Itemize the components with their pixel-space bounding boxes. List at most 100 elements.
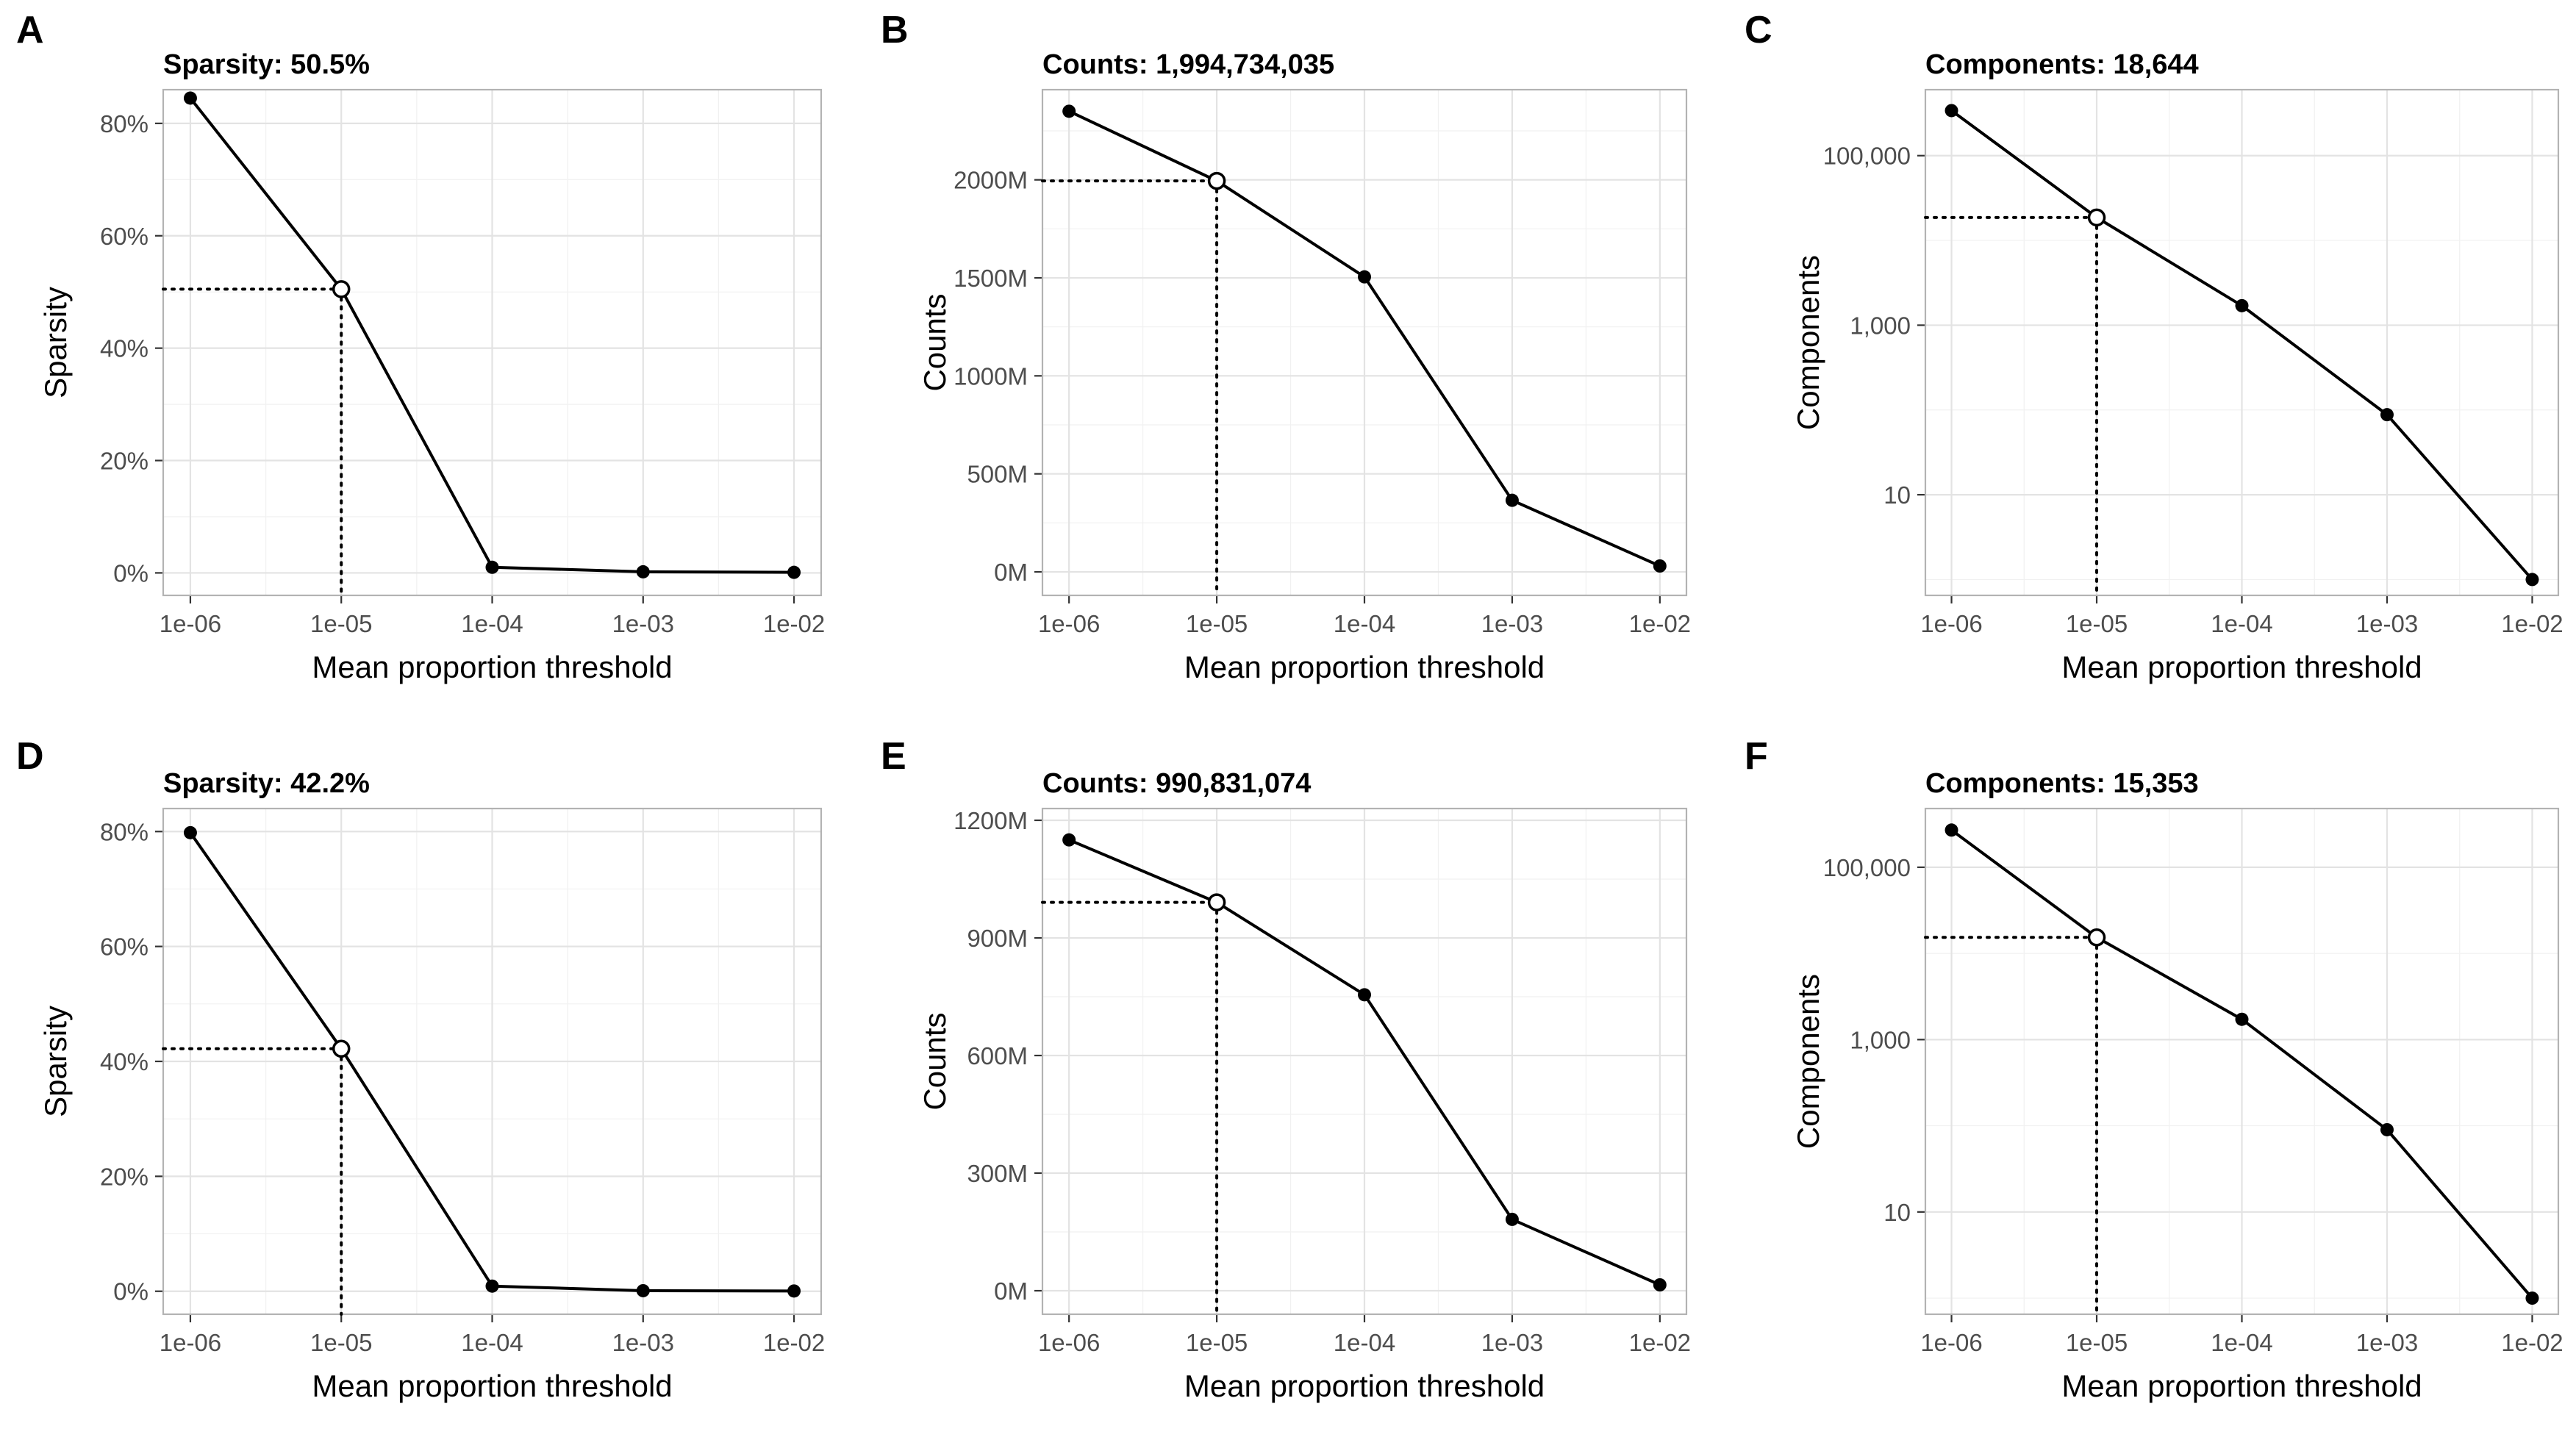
data-point bbox=[2380, 408, 2394, 422]
y-tick-label: 60% bbox=[100, 223, 149, 250]
data-point bbox=[183, 91, 197, 105]
data-point bbox=[1358, 270, 1371, 284]
y-tick-label: 0% bbox=[113, 1278, 149, 1305]
highlighted-data-point bbox=[2087, 928, 2106, 947]
data-point bbox=[1505, 1212, 1519, 1226]
y-axis-title: Components bbox=[1791, 255, 1825, 430]
data-point bbox=[636, 565, 650, 578]
data-point bbox=[1944, 823, 1958, 837]
data-point bbox=[1653, 1278, 1667, 1291]
y-tick-label: 20% bbox=[100, 448, 149, 475]
y-tick-label: 80% bbox=[100, 110, 149, 137]
y-axis-title: Components bbox=[1791, 974, 1825, 1149]
y-tick-label: 20% bbox=[100, 1163, 149, 1190]
x-tick-label: 1e-03 bbox=[1481, 610, 1543, 637]
panel-d: 1e-06 1e-05 1e-04 1e-03 1e-02 0% 20% 40% 60% 80% D… bbox=[16, 735, 825, 1403]
y-tick-label: 500M bbox=[967, 461, 1028, 488]
x-tick-label: 1e-04 bbox=[1334, 1329, 1395, 1356]
y-tick-label: 40% bbox=[100, 335, 149, 362]
y-tick-label: 100,000 bbox=[1823, 854, 1911, 881]
panel-letter: A bbox=[16, 9, 44, 51]
data-point bbox=[485, 560, 499, 574]
y-tick-label: 0% bbox=[113, 559, 149, 587]
plot-area-border bbox=[1041, 807, 1688, 1316]
data-point bbox=[2380, 1122, 2394, 1136]
panel-letter: B bbox=[881, 9, 909, 51]
panel-title: Counts: 990,831,074 bbox=[1042, 768, 1311, 799]
x-tick-label: 1e-02 bbox=[2501, 610, 2563, 637]
x-axis-title: Mean proportion threshold bbox=[2061, 1369, 2422, 1403]
panel-c: 1e-06 1e-05 1e-04 1e-03 1e-02 10 1,000 100,000 C… bbox=[1745, 9, 2564, 684]
y-tick-label: 600M bbox=[967, 1042, 1028, 1069]
panel-letter: C bbox=[1745, 9, 1772, 51]
panel-letter: F bbox=[1745, 735, 1768, 778]
highlighted-data-point bbox=[332, 1039, 351, 1058]
x-tick-label: 1e-04 bbox=[2211, 1329, 2272, 1356]
x-tick-label: 1e-02 bbox=[2501, 1329, 2563, 1356]
y-tick-label: 80% bbox=[100, 818, 149, 845]
y-tick-label: 1,000 bbox=[1850, 312, 1911, 339]
x-axis-title: Mean proportion threshold bbox=[312, 650, 672, 684]
y-tick-label: 900M bbox=[967, 925, 1028, 952]
y-tick-label: 1200M bbox=[954, 807, 1028, 834]
data-point bbox=[1505, 493, 1519, 507]
x-tick-label: 1e-06 bbox=[1038, 1329, 1100, 1356]
y-axis-title: Sparsity bbox=[38, 1006, 73, 1117]
y-tick-label: 60% bbox=[100, 933, 149, 961]
x-tick-label: 1e-04 bbox=[461, 610, 523, 637]
panel-letter: E bbox=[881, 735, 906, 778]
y-tick-label: 1500M bbox=[954, 265, 1028, 292]
highlighted-data-point bbox=[1207, 893, 1226, 911]
data-point bbox=[1062, 104, 1076, 118]
x-tick-label: 1e-03 bbox=[1481, 1329, 1543, 1356]
y-tick-label: 1,000 bbox=[1850, 1026, 1911, 1053]
data-point bbox=[2525, 1291, 2539, 1305]
x-tick-label: 1e-02 bbox=[1629, 1329, 1691, 1356]
panel-b: 1e-06 1e-05 1e-04 1e-03 1e-02 0M 500M 1000M 1500… bbox=[881, 9, 1691, 684]
x-axis-title: Mean proportion threshold bbox=[1184, 1369, 1545, 1403]
x-tick-label: 1e-05 bbox=[1186, 1329, 1248, 1356]
panel-letter: D bbox=[16, 735, 44, 778]
x-tick-label: 1e-06 bbox=[160, 610, 221, 637]
plot-area-border bbox=[1924, 807, 2560, 1316]
x-tick-label: 1e-06 bbox=[1920, 610, 1982, 637]
data-point bbox=[1653, 559, 1667, 573]
highlighted-data-point bbox=[1207, 171, 1226, 190]
x-tick-label: 1e-02 bbox=[763, 610, 825, 637]
panel-title: Components: 18,644 bbox=[1925, 49, 2199, 80]
data-point bbox=[2235, 1012, 2249, 1026]
x-axis-title: Mean proportion threshold bbox=[2061, 650, 2422, 684]
data-point bbox=[485, 1279, 499, 1293]
data-point bbox=[1062, 833, 1076, 847]
x-tick-label: 1e-03 bbox=[2356, 610, 2418, 637]
x-tick-label: 1e-02 bbox=[1629, 610, 1691, 637]
x-tick-label: 1e-02 bbox=[763, 1329, 825, 1356]
panel-f: 1e-06 1e-05 1e-04 1e-03 1e-02 10 1,000 100,000 F… bbox=[1745, 735, 2564, 1403]
y-tick-label: 10 bbox=[1883, 1199, 1911, 1226]
x-tick-label: 1e-06 bbox=[160, 1329, 221, 1356]
y-tick-label: 10 bbox=[1883, 481, 1911, 509]
y-tick-label: 1000M bbox=[954, 362, 1028, 390]
x-tick-label: 1e-05 bbox=[1186, 610, 1248, 637]
x-tick-label: 1e-05 bbox=[2066, 610, 2128, 637]
plot-area-border bbox=[162, 807, 823, 1316]
y-axis-title: Sparsity bbox=[38, 287, 73, 398]
x-tick-label: 1e-04 bbox=[2211, 610, 2272, 637]
y-tick-label: 0M bbox=[994, 559, 1028, 586]
x-tick-label: 1e-03 bbox=[612, 610, 674, 637]
data-point bbox=[183, 825, 197, 839]
y-tick-label: 300M bbox=[967, 1160, 1028, 1187]
y-axis-title: Counts bbox=[917, 293, 952, 391]
data-point bbox=[787, 1284, 801, 1298]
x-axis-title: Mean proportion threshold bbox=[1184, 650, 1545, 684]
plot-area-border bbox=[1924, 88, 2560, 597]
data-point bbox=[2235, 298, 2249, 312]
plot-area-border bbox=[162, 88, 823, 597]
highlighted-data-point bbox=[2087, 208, 2106, 227]
panel-title: Sparsity: 50.5% bbox=[163, 49, 370, 80]
x-tick-label: 1e-06 bbox=[1038, 610, 1100, 637]
highlighted-data-point bbox=[332, 280, 351, 298]
x-tick-label: 1e-03 bbox=[612, 1329, 674, 1356]
data-point bbox=[787, 565, 801, 579]
x-tick-label: 1e-03 bbox=[2356, 1329, 2418, 1356]
